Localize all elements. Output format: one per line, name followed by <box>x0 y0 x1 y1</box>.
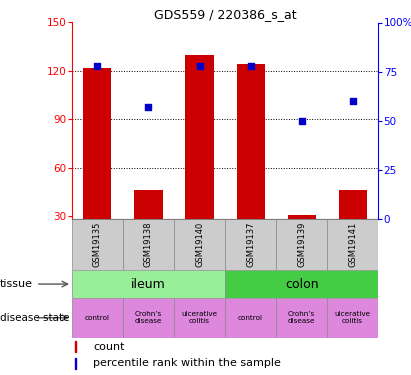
FancyBboxPatch shape <box>225 219 276 270</box>
Text: tissue: tissue <box>0 279 67 289</box>
Point <box>349 98 356 104</box>
FancyBboxPatch shape <box>72 298 123 338</box>
Text: GSM19139: GSM19139 <box>297 222 306 267</box>
FancyBboxPatch shape <box>225 298 276 338</box>
FancyBboxPatch shape <box>72 219 123 270</box>
Bar <box>134 190 162 219</box>
Text: ileum: ileum <box>131 278 166 291</box>
FancyBboxPatch shape <box>327 298 378 338</box>
Text: GSM19138: GSM19138 <box>144 222 153 267</box>
Title: GDS559 / 220386_s_at: GDS559 / 220386_s_at <box>154 8 296 21</box>
Bar <box>185 55 214 219</box>
Point <box>247 63 254 69</box>
Point <box>145 104 152 110</box>
FancyBboxPatch shape <box>174 298 225 338</box>
Text: GSM19135: GSM19135 <box>93 222 102 267</box>
Text: ulcerative
colitis: ulcerative colitis <box>335 311 371 324</box>
Text: control: control <box>85 315 110 321</box>
Bar <box>75 341 76 352</box>
Bar <box>75 358 76 369</box>
Text: ulcerative
colitis: ulcerative colitis <box>181 311 217 324</box>
FancyBboxPatch shape <box>72 270 225 298</box>
FancyBboxPatch shape <box>225 270 378 298</box>
Point <box>94 63 101 69</box>
Bar <box>236 64 265 219</box>
FancyBboxPatch shape <box>327 219 378 270</box>
Text: colon: colon <box>285 278 319 291</box>
Text: control: control <box>238 315 263 321</box>
FancyBboxPatch shape <box>276 219 327 270</box>
FancyBboxPatch shape <box>174 219 225 270</box>
Bar <box>288 214 316 219</box>
Text: GSM19137: GSM19137 <box>246 222 255 267</box>
Bar <box>339 190 367 219</box>
FancyBboxPatch shape <box>123 298 174 338</box>
Bar <box>83 68 111 219</box>
Point <box>298 118 305 124</box>
Text: GSM19140: GSM19140 <box>195 222 204 267</box>
Text: percentile rank within the sample: percentile rank within the sample <box>93 358 281 368</box>
Text: Crohn’s
disease: Crohn’s disease <box>135 311 162 324</box>
Point <box>196 63 203 69</box>
Text: disease state: disease state <box>0 313 69 323</box>
Text: GSM19141: GSM19141 <box>348 222 357 267</box>
Text: Crohn’s
disease: Crohn’s disease <box>288 311 315 324</box>
Text: count: count <box>93 342 125 352</box>
FancyBboxPatch shape <box>276 298 327 338</box>
FancyBboxPatch shape <box>123 219 174 270</box>
